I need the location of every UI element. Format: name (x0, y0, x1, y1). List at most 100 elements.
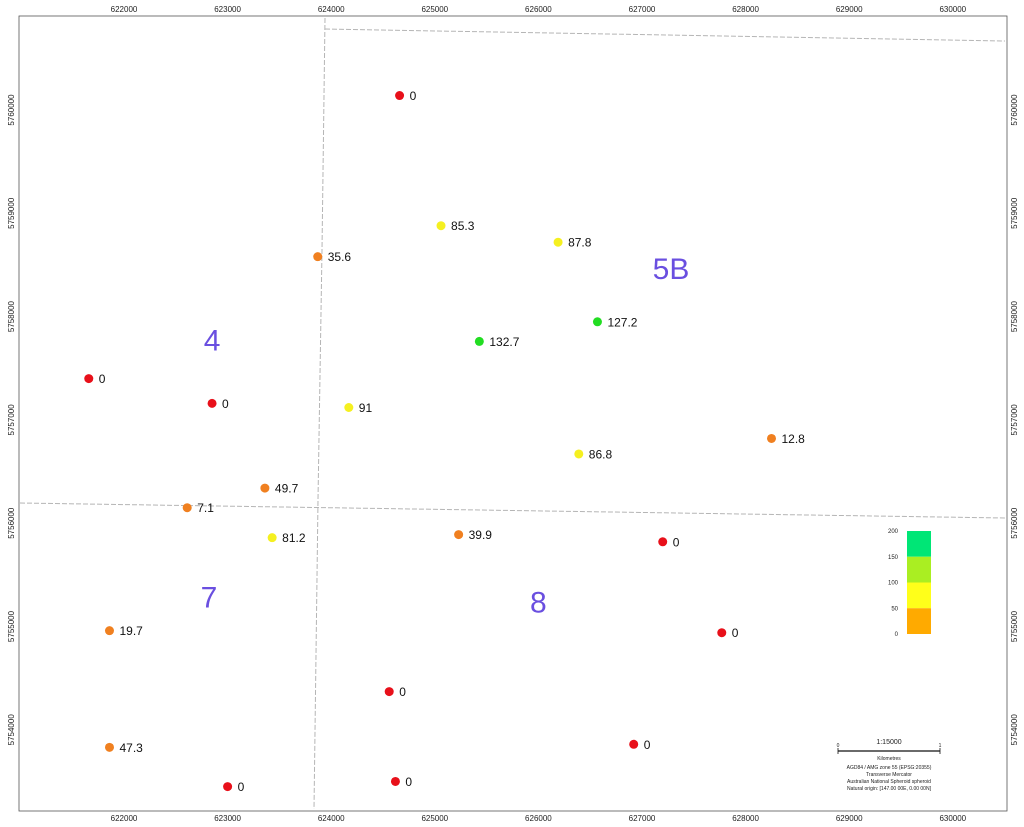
value-legend: 200 150 100 50 0 (888, 529, 931, 638)
sample-point-value: 0 (644, 738, 651, 752)
sample-point-value: 0 (732, 626, 739, 640)
scale-bar-unit: Kilometres (877, 756, 901, 762)
y-tick-label-right: 5756000 (1010, 507, 1019, 539)
boundary-line-top (324, 28, 1006, 42)
sample-point-marker[interactable] (182, 503, 192, 513)
x-tick-label-top: 624000 (318, 5, 345, 14)
sample-point-value: 132.7 (489, 335, 519, 349)
y-axis-ticks-right: 5760000 5759000 5758000 5757000 5756000 57550… (1010, 94, 1019, 745)
y-tick-label-left: 5756000 (7, 507, 16, 539)
legend-band (907, 531, 931, 557)
sample-points: 0 85.3 87.8 35.6 127.2 132.7 0 0 91 12.8 86.8 49.7 7… (84, 89, 805, 794)
sample-point-marker[interactable] (223, 782, 233, 792)
legend-tick-label: 150 (888, 555, 899, 561)
y-tick-label-right: 5754000 (1010, 714, 1019, 746)
sample-point-value: 0 (405, 775, 412, 789)
sample-point-value: 47.3 (119, 741, 143, 755)
y-tick-label-left: 5760000 (7, 94, 16, 126)
x-tick-label-bottom: 629000 (836, 814, 863, 823)
y-tick-label-right: 5759000 (1010, 197, 1019, 229)
sample-point-value: 85.3 (451, 219, 475, 233)
zone-label: 8 (530, 587, 547, 620)
x-tick-label-bottom: 628000 (732, 814, 759, 823)
x-tick-label-bottom: 624000 (318, 814, 345, 823)
zone-label: 4 (204, 324, 221, 357)
sample-point-marker[interactable] (629, 739, 639, 749)
projection-line-3: Australian National Spheroid spheroid (847, 779, 931, 785)
sample-point-value: 7.1 (197, 501, 214, 515)
sample-point-value: 0 (238, 780, 245, 794)
x-tick-label-bottom: 626000 (525, 814, 552, 823)
projection-line-4: Natural origin: [147.00 00E, 0.00 00N] (847, 786, 932, 792)
sample-point-value: 12.8 (782, 432, 806, 446)
sample-point-marker[interactable] (84, 374, 94, 384)
sample-point-marker[interactable] (260, 483, 270, 493)
sample-point-value: 0 (222, 397, 229, 411)
sample-point-marker[interactable] (454, 530, 464, 540)
scale-bar-start-label: 0 (837, 743, 840, 749)
x-tick-label-bottom: 625000 (421, 814, 448, 823)
sample-point-marker[interactable] (267, 533, 277, 543)
map-frame (18, 15, 1008, 812)
sample-point-marker[interactable] (574, 449, 584, 459)
y-tick-label-right: 5755000 (1010, 610, 1019, 642)
x-tick-label-bottom: 622000 (111, 814, 138, 823)
x-tick-label-top: 623000 (214, 5, 241, 14)
y-tick-label-left: 5758000 (7, 300, 16, 332)
y-tick-label-left: 5759000 (7, 197, 16, 229)
sample-point-value: 127.2 (607, 315, 637, 329)
sample-point-marker[interactable] (767, 433, 776, 443)
sample-point-marker[interactable] (717, 628, 727, 638)
zone-label: 7 (201, 582, 218, 615)
legend-tick-label: 200 (888, 529, 899, 535)
zone-label: 5B (653, 253, 690, 286)
sample-point-marker[interactable] (344, 403, 354, 413)
sample-point-marker[interactable] (474, 336, 484, 346)
y-tick-label-right: 5758000 (1010, 300, 1019, 332)
sample-point-marker[interactable] (313, 252, 323, 262)
sample-point-value: 81.2 (282, 531, 306, 545)
x-tick-label-top: 629000 (836, 5, 863, 14)
sample-point-value: 0 (399, 685, 406, 699)
sample-point-value: 0 (410, 89, 417, 103)
sample-point-marker[interactable] (436, 221, 446, 231)
legend-tick-label: 50 (891, 606, 898, 612)
sample-point-value: 0 (99, 372, 106, 386)
sample-point-marker[interactable] (390, 776, 400, 786)
sample-point-value: 86.8 (589, 447, 613, 461)
x-tick-label-top: 628000 (732, 5, 759, 14)
sample-point-marker[interactable] (104, 626, 114, 636)
x-axis-ticks-bottom: 622000 623000 624000 625000 626000 627000 6280… (111, 814, 967, 823)
scale-ratio: 1:15000 (876, 739, 901, 746)
sample-point-marker[interactable] (207, 398, 217, 408)
legend-band (907, 582, 931, 609)
scale-bar-block: 1:15000 0 1 Kilometres AGD84 / AMG zone … (837, 739, 942, 792)
zone-labels: 4 5B 7 8 (201, 253, 690, 620)
x-tick-label-bottom: 627000 (629, 814, 656, 823)
sample-point-marker[interactable] (658, 537, 668, 547)
sample-point-marker[interactable] (395, 91, 405, 101)
sample-point-marker[interactable] (384, 687, 394, 697)
sample-point-value: 35.6 (328, 250, 352, 264)
sample-point-value: 87.8 (568, 236, 592, 250)
legend-tick-label: 100 (888, 581, 899, 587)
x-tick-label-bottom: 630000 (939, 814, 966, 823)
x-tick-label-top: 627000 (629, 5, 656, 14)
x-tick-label-top: 622000 (111, 5, 138, 14)
legend-band (907, 608, 931, 634)
x-tick-label-top: 625000 (421, 5, 448, 14)
y-axis-ticks-left: 5760000 5759000 5758000 5757000 5756000 57550… (7, 94, 16, 745)
projection-line-2: Transverse Mercator (866, 772, 912, 778)
scale-bar-end-label: 1 (939, 743, 942, 749)
sample-point-value: 0 (673, 535, 680, 549)
y-tick-label-left: 5754000 (7, 714, 16, 746)
sample-point-marker[interactable] (104, 742, 114, 752)
x-tick-label-top: 626000 (525, 5, 552, 14)
sample-point-marker[interactable] (553, 237, 563, 247)
legend-tick-label: 0 (895, 632, 899, 638)
sample-point-marker[interactable] (592, 317, 602, 327)
x-axis-ticks-top: 622000 623000 624000 625000 626000 627000 6280… (111, 5, 967, 14)
sample-point-value: 39.9 (469, 528, 493, 542)
y-tick-label-left: 5757000 (7, 404, 16, 436)
